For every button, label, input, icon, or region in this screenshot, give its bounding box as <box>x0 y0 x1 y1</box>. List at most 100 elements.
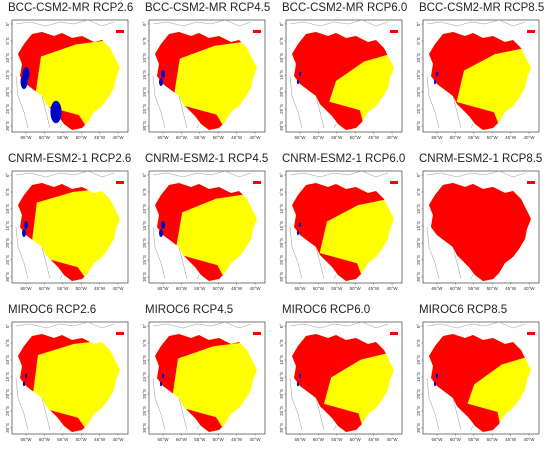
y-tick-label: 10°S <box>279 53 284 63</box>
border-line <box>196 123 200 129</box>
y-tick-label: 30°S <box>279 423 284 433</box>
x-tick-label: 60°W <box>313 286 325 291</box>
border-line <box>426 226 440 280</box>
border-line <box>289 377 303 431</box>
y-tick-label: 20°S <box>142 389 147 399</box>
x-tick-label: 50°W <box>213 437 225 442</box>
y-tick-label: 10°S <box>5 53 10 63</box>
x-tick-label: 40°W <box>112 437 124 442</box>
map-figure: 65°W 60°W 55°W 50°W 45°W 40°W 0° 5°S 10°S 15°S 20°… <box>279 170 403 291</box>
y-tick-label: 0° <box>5 173 10 178</box>
low-suitability-area <box>253 30 261 33</box>
border-line <box>196 274 200 280</box>
border-line <box>152 377 166 431</box>
x-tick-label: 45°W <box>231 437 243 442</box>
x-tick-label: 50°W <box>350 286 362 291</box>
map-figure: 65°W 60°W 55°W 50°W 45°W 40°W 0° 5°S 10°S 15°S 20°… <box>279 19 403 140</box>
other-class-area <box>24 373 28 379</box>
low-suitability-area <box>155 334 257 432</box>
border-line <box>152 226 166 280</box>
y-tick-label: 15°S <box>5 70 10 80</box>
y-tick-label: 20°S <box>142 87 147 97</box>
x-tick-label: 55°W <box>194 135 206 140</box>
map-figure: 65°W 60°W 55°W 50°W 45°W 40°W 0° 5°S 10°S 15°S 20°… <box>142 321 266 442</box>
x-tick-label: 65°W <box>157 286 169 291</box>
border-line <box>15 75 29 129</box>
y-tick-label: 10°S <box>416 204 421 214</box>
panel-title: MIROC6 RCP2.6 <box>8 304 97 316</box>
x-tick-label: 65°W <box>431 286 443 291</box>
other-class-area <box>433 79 437 85</box>
y-tick-label: 30°S <box>416 121 421 131</box>
low-suitability-area <box>390 332 398 335</box>
other-class-area <box>296 230 300 236</box>
high-suitability-area <box>18 334 120 432</box>
x-tick-label: 50°W <box>350 437 362 442</box>
map-panel: BCC-CSM2-MR RCP2.6 65°W 60°W 55°W 50°W 45°W 40… <box>2 0 134 148</box>
other-class-area <box>433 381 437 387</box>
y-tick-label: 5°S <box>416 188 421 195</box>
y-tick-label: 25°S <box>279 406 284 416</box>
border-line <box>178 246 188 280</box>
x-tick-label: 45°W <box>94 286 106 291</box>
x-tick-label: 45°W <box>505 437 517 442</box>
y-tick-label: 0° <box>416 324 421 329</box>
x-tick-label: 45°W <box>368 437 380 442</box>
y-tick-label: 5°S <box>279 37 284 44</box>
low-suitability-area <box>390 30 398 33</box>
border-line <box>152 19 252 27</box>
x-tick-label: 65°W <box>20 286 32 291</box>
y-tick-label: 10°S <box>5 204 10 214</box>
y-tick-label: 30°S <box>5 121 10 131</box>
low-suitability-area <box>253 332 261 335</box>
map-panel: BCC-CSM2-MR RCP6.0 65°W 60°W 55°W 50°W 45°W 40… <box>276 0 408 148</box>
panel-title: MIROC6 RCP8.5 <box>419 304 508 316</box>
x-tick-label: 50°W <box>487 437 499 442</box>
x-tick-label: 40°W <box>249 286 261 291</box>
other-class-area <box>22 381 26 387</box>
border-line <box>41 95 51 129</box>
other-class-area <box>161 221 165 229</box>
other-class-area <box>298 222 302 228</box>
low-suitability-area <box>253 181 261 184</box>
x-tick-label: 60°W <box>450 135 462 140</box>
x-tick-label: 65°W <box>20 437 32 442</box>
y-tick-label: 30°S <box>279 121 284 131</box>
border-line <box>289 321 389 329</box>
high-suitability-area <box>155 334 257 432</box>
y-tick-label: 5°S <box>416 37 421 44</box>
x-tick-label: 60°W <box>176 135 188 140</box>
map-panel: CNRM-ESM2-1 RCP2.6 65°W 60°W 55°W 50°W 45°W 40… <box>2 151 134 299</box>
x-tick-label: 55°W <box>331 286 343 291</box>
y-tick-label: 30°S <box>279 272 284 282</box>
x-tick-label: 55°W <box>57 135 69 140</box>
x-tick-label: 55°W <box>194 286 206 291</box>
low-suitability-area <box>155 32 257 130</box>
border-line <box>289 19 389 27</box>
map-figure: 65°W 60°W 55°W 50°W 45°W 40°W 0° 5°S 10°S 15°S 20°… <box>5 321 129 442</box>
map-figure: 65°W 60°W 55°W 50°W 45°W 40°W 0° 5°S 10°S 15°S 20°… <box>416 170 540 291</box>
other-class-area <box>159 229 163 237</box>
y-tick-label: 0° <box>5 324 10 329</box>
border-line <box>452 397 462 431</box>
border-line <box>315 95 325 129</box>
map-panel: CNRM-ESM2-1 RCP6.0 65°W 60°W 55°W 50°W 45°W 40… <box>276 151 408 299</box>
border-line <box>426 19 526 27</box>
other-class-area <box>24 221 28 229</box>
map-panel: MIROC6 RCP4.5 65°W 60°W 55°W 50°W 45°W 40°W 0° 5… <box>139 302 271 450</box>
y-tick-label: 15°S <box>279 221 284 231</box>
x-tick-label: 50°W <box>213 286 225 291</box>
y-tick-label: 0° <box>142 173 147 178</box>
y-tick-label: 25°S <box>279 255 284 265</box>
border-line <box>470 274 474 280</box>
x-tick-label: 40°W <box>249 135 261 140</box>
y-tick-label: 25°S <box>416 255 421 265</box>
low-suitability-area <box>527 181 535 184</box>
y-tick-label: 20°S <box>142 238 147 248</box>
y-tick-label: 0° <box>142 324 147 329</box>
map-figure: 65°W 60°W 55°W 50°W 45°W 40°W 0° 5°S 10°S 15°S 20°… <box>5 19 129 140</box>
border-line <box>59 425 63 431</box>
border-line <box>289 170 389 178</box>
border-line <box>41 246 51 280</box>
